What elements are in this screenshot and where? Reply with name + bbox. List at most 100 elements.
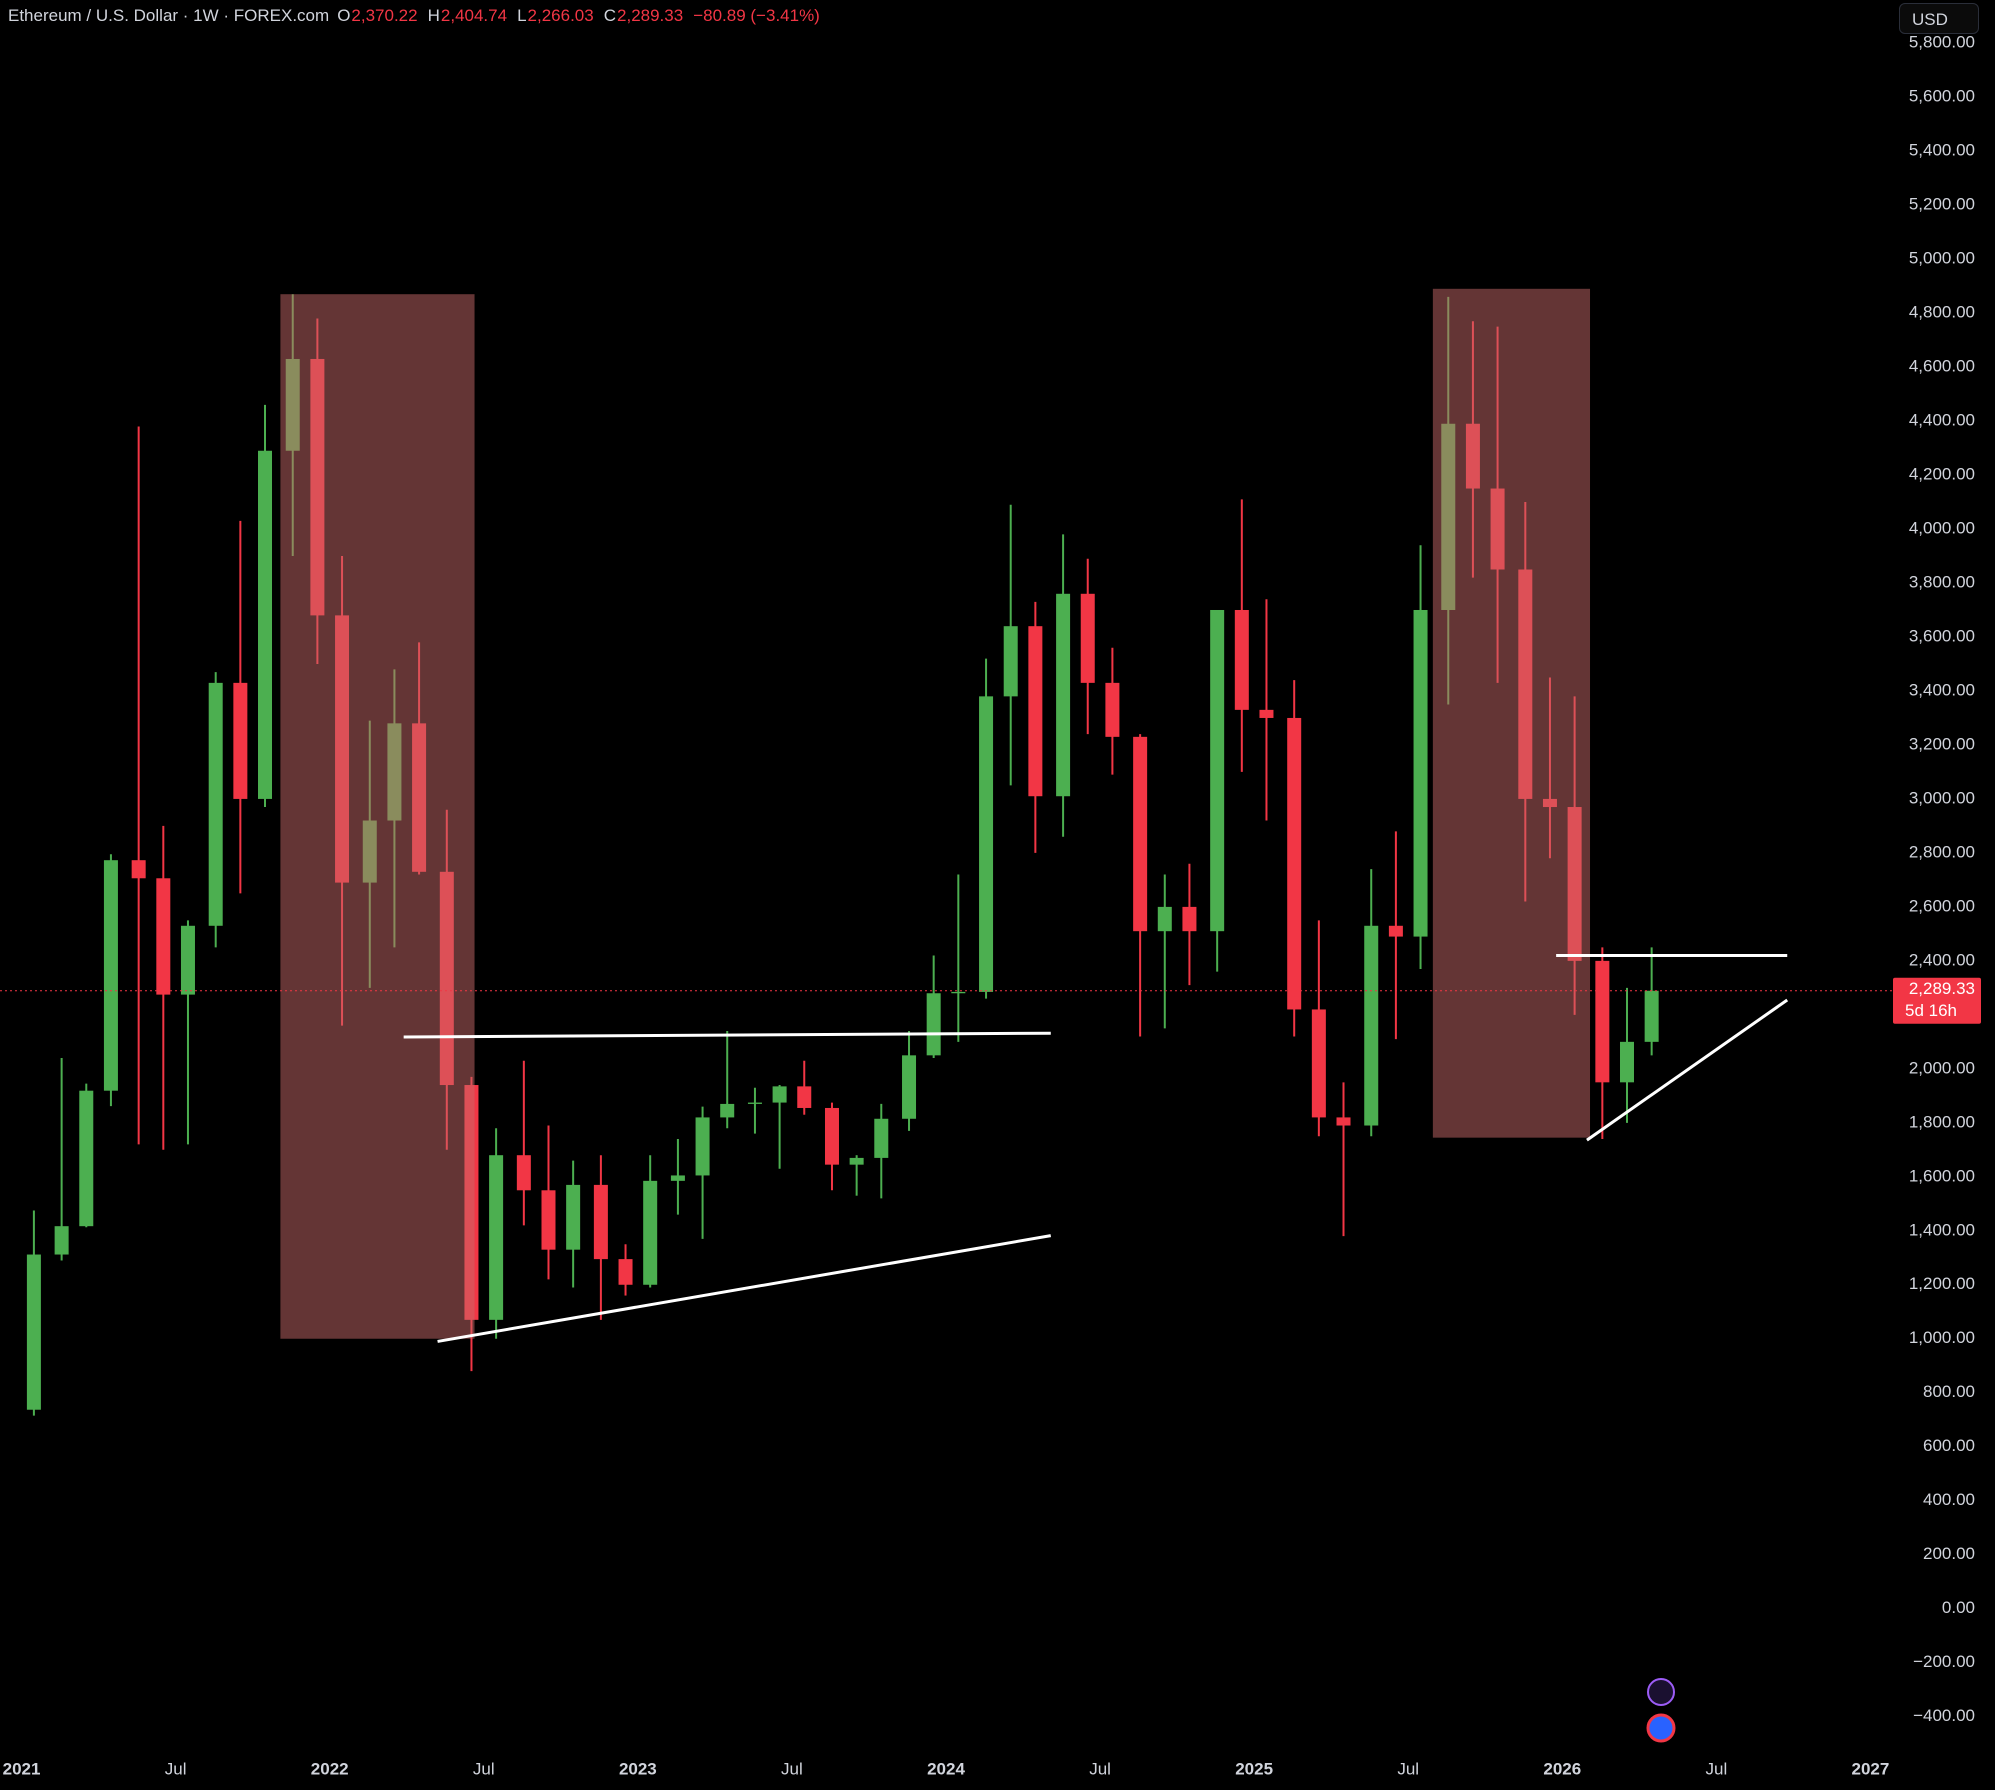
countdown-label: 5d 16h [1905,1001,1957,1020]
x-tick-label: 2024 [927,1759,965,1778]
candle-body [26,1254,41,1410]
close-key: C [603,6,617,25]
candle-body [979,696,994,992]
open-value: 2,370.22 [351,6,418,25]
candle-body [951,991,966,994]
x-tick-label: Jul [165,1759,187,1778]
y-tick-label: 4,400.00 [1909,411,1975,430]
candle-body [1336,1117,1351,1126]
candle-body [1287,717,1302,1010]
price-tag [1893,977,1981,1024]
highlight-zone [280,294,475,1339]
candle-body [208,682,223,926]
events-icon[interactable] [1646,1713,1676,1743]
candle-body [618,1259,633,1285]
candle-body [824,1107,839,1165]
candle-body [541,1190,556,1250]
y-tick-label: 3,600.00 [1909,626,1975,645]
x-tick-label: Jul [1705,1759,1727,1778]
candle-body [772,1086,787,1103]
x-tick-label: 2025 [1235,1759,1273,1778]
candle-body [643,1180,658,1285]
y-tick-label: 5,800.00 [1909,33,1975,52]
y-tick-label: 2,000.00 [1909,1058,1975,1077]
x-tick-label: Jul [473,1759,495,1778]
y-tick-label: −200.00 [1913,1652,1975,1671]
x-tick-label: Jul [1089,1759,1111,1778]
y-tick-label: 5,600.00 [1909,87,1975,106]
candle-body [156,878,171,995]
assistant-icon[interactable] [1647,1678,1675,1706]
y-tick-label: 5,200.00 [1909,195,1975,214]
candle-body [1182,906,1197,932]
y-tick-label: 2,600.00 [1909,896,1975,915]
candle-body [1364,925,1379,1126]
candle-body [1157,906,1172,932]
candle-body [1105,682,1120,737]
x-tick-label: Jul [1397,1759,1419,1778]
highlight-zone [1432,288,1591,1138]
candle-body [1210,609,1225,932]
y-tick-label: 1,600.00 [1909,1166,1975,1185]
y-tick-label: 5,400.00 [1909,141,1975,160]
y-tick-label: 600.00 [1923,1436,1975,1455]
candle-body [489,1155,504,1320]
x-tick-label: Jul [781,1759,803,1778]
candle-body [54,1226,69,1255]
y-tick-label: 4,600.00 [1909,357,1975,376]
y-tick-label: 800.00 [1923,1382,1975,1401]
y-tick-label: 4,000.00 [1909,519,1975,538]
y-tick-label: 400.00 [1923,1490,1975,1509]
candle-body [747,1102,762,1104]
candle-body [670,1175,685,1181]
candle-body [233,682,248,799]
open-key: O [337,6,351,25]
candle-body [1056,593,1071,797]
candle-body [566,1184,581,1250]
y-tick-label: 1,200.00 [1909,1274,1975,1293]
candle-body [720,1103,735,1118]
y-tick-label: 1,000.00 [1909,1328,1975,1347]
y-tick-label: 3,200.00 [1909,734,1975,753]
candle-body [1619,1041,1634,1083]
candle-body [1133,736,1148,932]
currency-button[interactable]: USD [1899,3,1979,34]
y-tick-label: 1,400.00 [1909,1220,1975,1239]
trend-line [403,1031,1051,1039]
y-tick-label: 5,000.00 [1909,249,1975,268]
candle-body [874,1118,889,1158]
high-key: H [427,6,440,25]
candle-body [1003,626,1018,697]
candle-body [1413,609,1428,937]
candle-body [926,993,941,1056]
high-value: 2,404.74 [440,6,508,25]
candle-body [1311,1009,1326,1118]
y-tick-label: 200.00 [1923,1544,1975,1563]
y-tick-label: 4,200.00 [1909,465,1975,484]
y-tick-label: 0.00 [1942,1598,1975,1617]
candle-body [797,1086,812,1108]
candle-body [103,860,118,1091]
y-tick-label: 2,800.00 [1909,842,1975,861]
candle-body [1259,709,1274,718]
candle-body [1028,626,1043,797]
candle-body [1595,960,1610,1083]
price-tag-label: 2,289.33 [1909,979,1975,998]
candle-body [902,1055,917,1119]
x-tick-label: 2023 [619,1759,657,1778]
x-tick-label: 2022 [311,1759,349,1778]
candle-body [1234,609,1249,710]
candle-body [1080,593,1095,683]
close-value: 2,289.33 [617,6,684,25]
legend-header: Ethereum / U.S. Dollar · 1W · FOREX.com O… [8,6,830,26]
y-tick-label: 2,400.00 [1909,950,1975,969]
candle-body [695,1117,710,1176]
trend-line [437,1234,1052,1343]
y-tick-label: 1,800.00 [1909,1112,1975,1131]
y-tick-label: 4,800.00 [1909,303,1975,322]
candle-body [79,1090,94,1227]
change-value: −80.89 (−3.41%) [693,6,820,25]
candle-body [180,925,195,995]
candle-body [516,1155,531,1191]
